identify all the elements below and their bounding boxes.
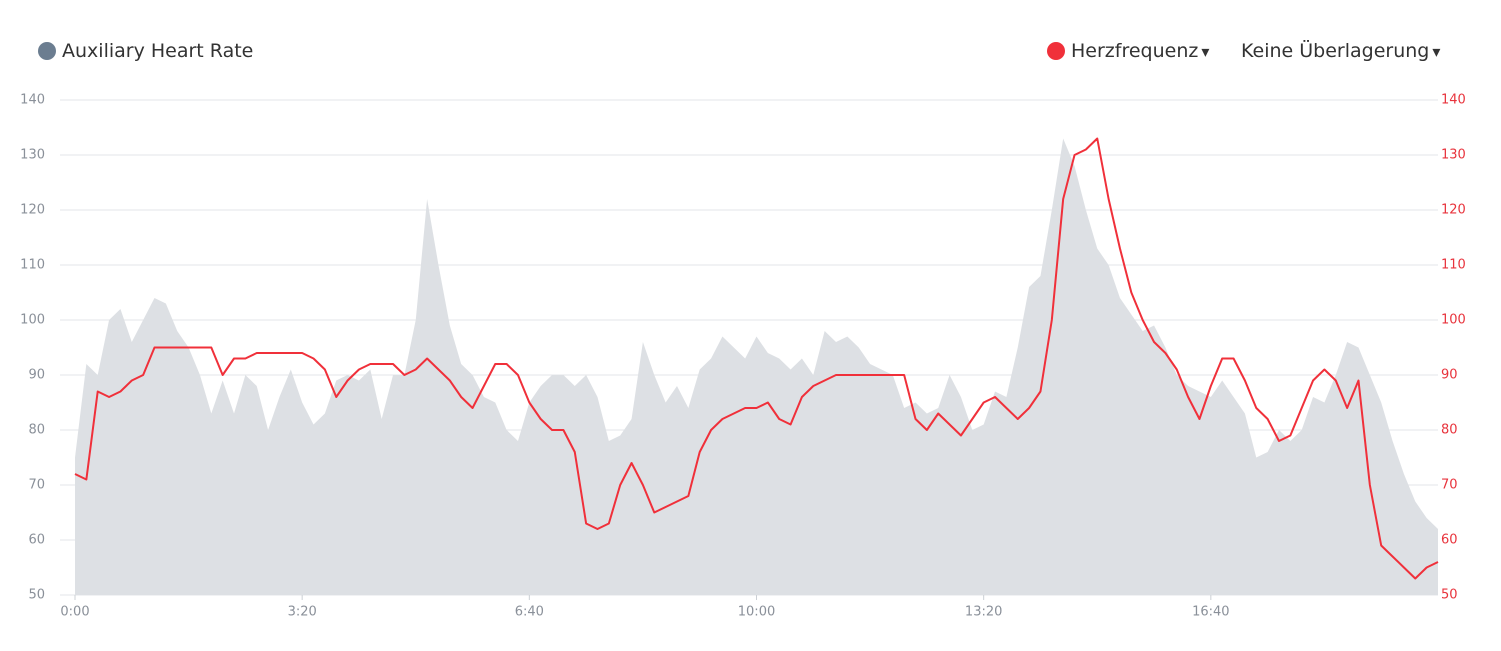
y-tick-label: 130 [20, 148, 45, 163]
legend-label: Auxiliary Heart Rate [62, 40, 254, 62]
y-tick-label: 80 [28, 423, 45, 438]
x-tick-label: 6:40 [515, 605, 544, 620]
y2-tick-label: 140 [1441, 93, 1466, 108]
x-tick-label: 3:20 [288, 605, 317, 620]
y-tick-label: 70 [28, 478, 45, 493]
overlay-label: Keine Überlagerung [1241, 40, 1440, 62]
legend-dot [1047, 42, 1065, 60]
overlay-selector[interactable]: Keine Überlagerung [1241, 40, 1440, 62]
area [75, 138, 1438, 595]
x-tick-label: 16:40 [1192, 605, 1229, 620]
y2-tick-label: 120 [1441, 203, 1466, 218]
x-tick-label: 0:00 [60, 605, 89, 620]
line [74, 137, 1439, 580]
y2-tick-label: 100 [1441, 313, 1466, 328]
y-tick-label: 110 [20, 258, 45, 273]
legend-label: Herzfrequenz [1071, 40, 1209, 62]
legend-item: Auxiliary Heart Rate [38, 40, 253, 62]
y2-tick-label: 80 [1441, 423, 1458, 438]
y2-tick-label: 70 [1441, 478, 1458, 493]
y2-tick-label: 110 [1441, 258, 1466, 273]
y2-tick-label: 130 [1441, 148, 1466, 163]
y2-tick-label: 90 [1441, 368, 1458, 383]
y-tick-label: 60 [28, 533, 45, 548]
y2-tick-label: 50 [1441, 588, 1458, 603]
y2-tick-label: 60 [1441, 533, 1458, 548]
y-tick-label: 120 [20, 203, 45, 218]
x-tick-label: 10:00 [738, 605, 775, 620]
series-selector[interactable]: Herzfrequenz [1047, 40, 1209, 62]
y-tick-label: 100 [20, 313, 45, 328]
legend-dot [38, 42, 56, 60]
x-tick-label: 13:20 [965, 605, 1002, 620]
y-tick-label: 90 [28, 368, 45, 383]
y-tick-label: 50 [28, 588, 45, 603]
y-tick-label: 140 [20, 93, 45, 108]
